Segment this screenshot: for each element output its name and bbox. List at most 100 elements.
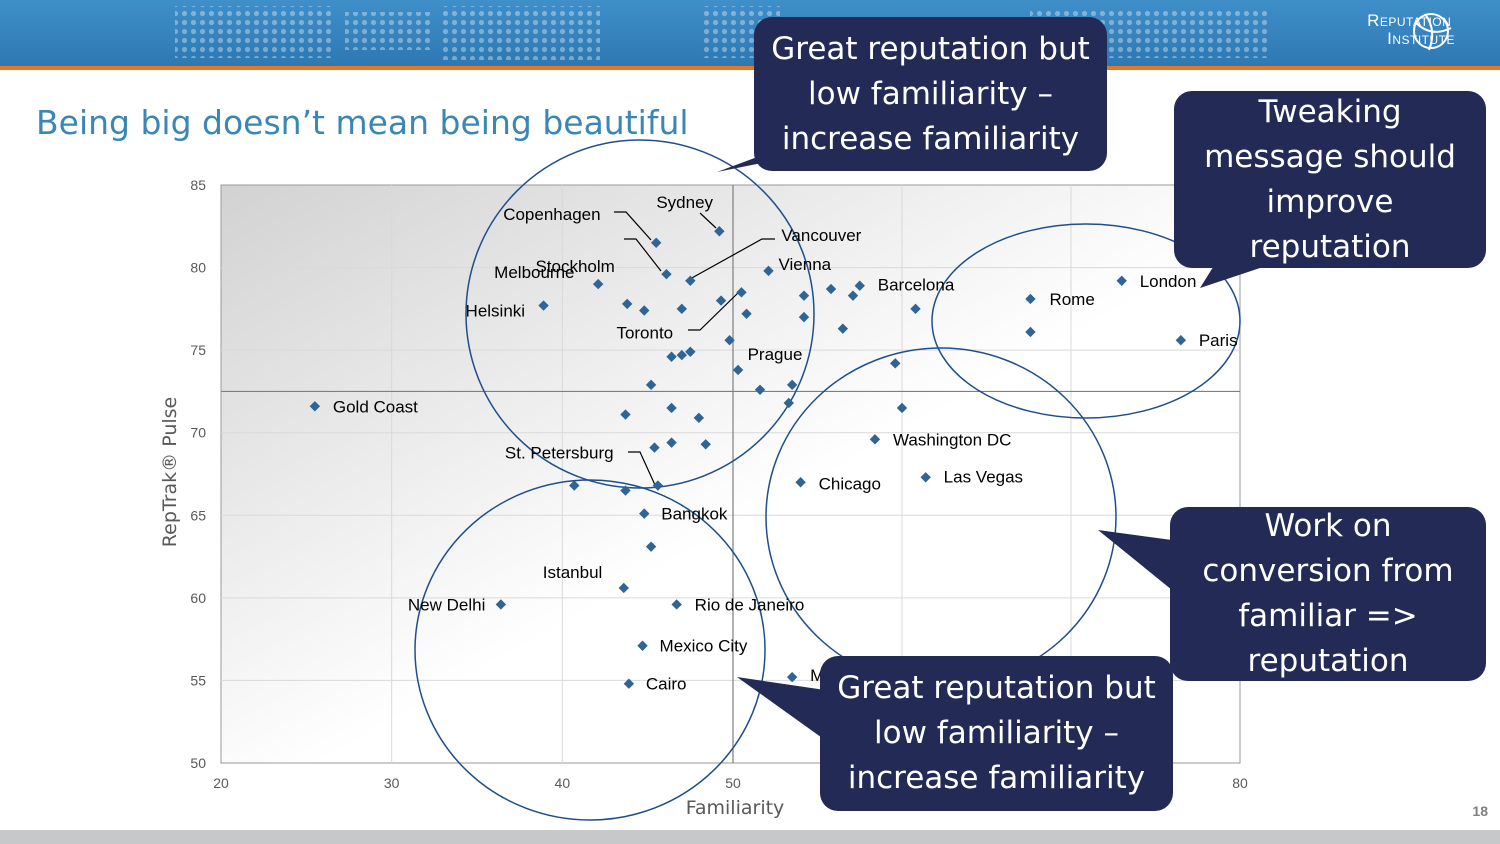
scatter-point bbox=[666, 351, 677, 362]
y-tick-label: 55 bbox=[190, 672, 206, 688]
callout-top-right: Tweaking message should improve reputati… bbox=[1174, 91, 1486, 268]
point-label-toronto: Toronto bbox=[616, 323, 673, 342]
x-tick-label: 40 bbox=[555, 775, 571, 791]
point-label-rio-de-janeiro: Rio de Janeiro bbox=[695, 595, 805, 614]
leader-toronto bbox=[688, 289, 742, 331]
scatter-point bbox=[666, 437, 677, 448]
scatter-point bbox=[685, 346, 696, 357]
scatter-point-toronto bbox=[736, 287, 747, 298]
point-label-prague: Prague bbox=[748, 345, 803, 364]
tail-middle-right bbox=[1098, 530, 1172, 590]
scatter-point-london bbox=[1116, 275, 1127, 286]
scatter-point-stockholm bbox=[661, 268, 672, 280]
scatter-point bbox=[666, 402, 677, 414]
scatter-point bbox=[910, 303, 921, 315]
point-label-barcelona: Barcelona bbox=[878, 276, 955, 295]
scatter-point bbox=[825, 283, 837, 295]
scatter-point bbox=[645, 379, 657, 391]
globe-logo-icon bbox=[1413, 13, 1452, 51]
y-tick-label: 50 bbox=[190, 755, 206, 771]
scatter-point-paris bbox=[1175, 335, 1187, 346]
page-number: 18 bbox=[1472, 803, 1488, 819]
y-axis-label: RepTrak® Pulse bbox=[159, 397, 181, 547]
point-label-paris: Paris bbox=[1199, 331, 1238, 350]
point-label-vancouver: Vancouver bbox=[781, 226, 861, 245]
scatter-point bbox=[700, 439, 711, 450]
axis-ticks: 50 55 60 65 70 75 80 85 20 30 40 50 80 bbox=[190, 177, 1248, 791]
scatter-point-m bbox=[786, 671, 798, 683]
header-accent-stripe bbox=[0, 66, 1500, 70]
point-label-bangkok: Bangkok bbox=[661, 505, 728, 524]
leader-stpetersburg bbox=[628, 451, 656, 486]
point-label-mexico-city: Mexico City bbox=[660, 637, 748, 656]
y-tick-label: 75 bbox=[190, 342, 206, 358]
point-label-rome: Rome bbox=[1049, 290, 1094, 309]
reference-lines bbox=[221, 185, 1240, 763]
leader-sydney bbox=[699, 212, 717, 229]
point-label-istanbul: Istanbul bbox=[543, 563, 603, 582]
scatter-point bbox=[798, 290, 810, 301]
scatter-point bbox=[676, 303, 687, 315]
point-label-melbourne: Melbourne bbox=[494, 263, 574, 282]
scatter-point-washington-dc bbox=[869, 434, 881, 445]
scatter-point bbox=[676, 349, 687, 361]
leader-stockholm bbox=[624, 238, 662, 272]
scatter-point bbox=[837, 323, 849, 334]
scatter-point bbox=[896, 402, 908, 414]
scatter-point-st-petersburg bbox=[652, 480, 664, 491]
callout-bottom-middle-text: Great reputation but low familiarity – i… bbox=[837, 670, 1156, 796]
scatter-point bbox=[1025, 326, 1036, 338]
scatter-point bbox=[639, 305, 650, 316]
x-tick-label: 80 bbox=[1232, 775, 1248, 791]
circle-top-right bbox=[931, 223, 1241, 419]
slide-title: Being big doesn’t mean being beautiful bbox=[36, 103, 689, 142]
y-tick-label: 70 bbox=[190, 425, 206, 441]
point-label-copenhagen: Copenhagen bbox=[503, 205, 600, 224]
point-label-washington-dc: Washington DC bbox=[893, 430, 1011, 449]
x-tick-label: 20 bbox=[213, 775, 229, 791]
point-label-london: London bbox=[1140, 272, 1197, 291]
point-label-sydney: Sydney bbox=[656, 193, 713, 212]
scatter-point bbox=[732, 364, 744, 376]
circle-top-left bbox=[465, 139, 815, 489]
y-tick-label: 60 bbox=[190, 590, 206, 606]
scatter-point-rio-de-janeiro bbox=[671, 599, 682, 610]
scatter-point bbox=[649, 442, 660, 453]
point-label-helsinki: Helsinki bbox=[466, 302, 526, 321]
circle-bottom-left bbox=[414, 479, 766, 821]
scatter-point-helsinki bbox=[538, 300, 549, 311]
leader-vancouver bbox=[689, 238, 775, 280]
scatter-point bbox=[569, 480, 580, 491]
point-label-stockholm: Stockholm bbox=[535, 257, 614, 276]
scatter-point-chicago bbox=[795, 477, 806, 488]
scatter-point bbox=[783, 397, 794, 409]
world-dot-map bbox=[175, 6, 1270, 60]
scatter-point-rome bbox=[1025, 293, 1036, 305]
scatter-point bbox=[786, 379, 798, 391]
callout-middle-right: Work on conversion from familiar => repu… bbox=[1170, 507, 1486, 681]
scatter-point-prague bbox=[724, 335, 735, 346]
footer-bar bbox=[0, 830, 1500, 844]
scatter-point bbox=[798, 311, 810, 323]
scatter-point bbox=[621, 298, 633, 310]
callout-top-middle: Great reputation but low familiarity – i… bbox=[754, 17, 1107, 171]
scatter-point bbox=[754, 384, 766, 395]
scatter-point-bangkok bbox=[639, 508, 650, 519]
scatter-point-cairo bbox=[623, 678, 635, 689]
scatter-point-vancouver bbox=[685, 275, 696, 286]
callout-middle-right-text: Work on conversion from familiar => repu… bbox=[1202, 508, 1454, 679]
point-label-chicago: Chicago bbox=[819, 474, 881, 493]
scatter-point bbox=[620, 485, 631, 496]
leader-copenhagen bbox=[614, 211, 652, 241]
point-label-new-delhi: New Delhi bbox=[408, 595, 485, 614]
data-points bbox=[309, 226, 1187, 689]
x-tick-label: 30 bbox=[384, 775, 400, 791]
point-label-cairo: Cairo bbox=[646, 675, 687, 694]
scatter-point-mexico-city bbox=[637, 640, 648, 651]
callout-top-right-text: Tweaking message should improve reputati… bbox=[1204, 93, 1456, 265]
scatter-point bbox=[620, 409, 631, 420]
header-banner bbox=[0, 0, 1500, 66]
x-tick-label: 50 bbox=[725, 775, 741, 791]
point-label-las-vegas: Las Vegas bbox=[944, 467, 1023, 486]
point-label-vienna: Vienna bbox=[778, 255, 831, 274]
